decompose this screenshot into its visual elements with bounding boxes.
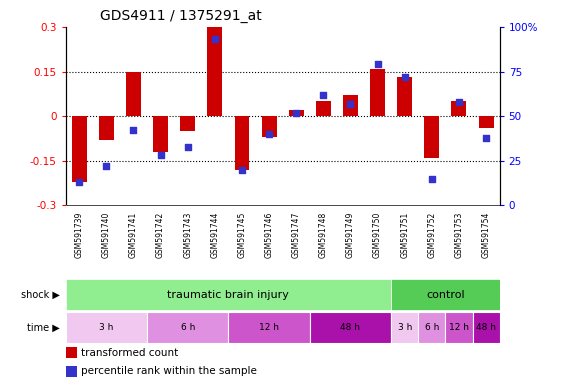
- Text: 6 h: 6 h: [425, 323, 439, 332]
- Bar: [418, 312, 445, 343]
- Text: 3 h: 3 h: [397, 323, 412, 332]
- Point: [129, 127, 138, 134]
- Point: [481, 134, 490, 141]
- Text: GSM591754: GSM591754: [481, 211, 490, 258]
- Bar: [180, 116, 195, 131]
- Text: GSM591739: GSM591739: [75, 211, 84, 258]
- Text: 48 h: 48 h: [340, 323, 360, 332]
- Point: [427, 175, 436, 182]
- Text: GSM591740: GSM591740: [102, 211, 111, 258]
- Point: [292, 109, 301, 116]
- Point: [210, 36, 219, 43]
- Text: percentile rank within the sample: percentile rank within the sample: [81, 366, 257, 376]
- Text: 48 h: 48 h: [476, 323, 496, 332]
- Point: [183, 144, 192, 150]
- Text: GSM591747: GSM591747: [292, 211, 301, 258]
- Bar: [153, 116, 168, 152]
- Bar: [262, 116, 276, 137]
- Text: GSM591745: GSM591745: [238, 211, 247, 258]
- Text: GDS4911 / 1375291_at: GDS4911 / 1375291_at: [100, 9, 262, 23]
- Bar: [72, 116, 87, 182]
- Bar: [99, 116, 114, 140]
- Point: [75, 179, 84, 185]
- Bar: [66, 366, 77, 376]
- Bar: [66, 312, 147, 343]
- Point: [238, 167, 247, 173]
- Point: [102, 163, 111, 169]
- Bar: [147, 312, 228, 343]
- Text: GSM591751: GSM591751: [400, 211, 409, 258]
- Bar: [289, 110, 304, 116]
- Bar: [126, 71, 141, 116]
- Bar: [66, 279, 391, 310]
- Text: 3 h: 3 h: [99, 323, 114, 332]
- Bar: [207, 27, 222, 116]
- Bar: [343, 95, 358, 116]
- Text: GSM591748: GSM591748: [319, 211, 328, 258]
- Bar: [370, 68, 385, 116]
- Text: shock ▶: shock ▶: [21, 290, 60, 300]
- Text: GSM591741: GSM591741: [129, 211, 138, 258]
- Bar: [228, 312, 309, 343]
- Text: GSM591750: GSM591750: [373, 211, 382, 258]
- Text: transformed count: transformed count: [81, 348, 178, 358]
- Point: [455, 99, 464, 105]
- Bar: [397, 78, 412, 116]
- Text: GSM591746: GSM591746: [264, 211, 274, 258]
- Text: GSM591744: GSM591744: [210, 211, 219, 258]
- Bar: [478, 116, 493, 128]
- Point: [346, 101, 355, 107]
- Point: [400, 74, 409, 80]
- Text: traumatic brain injury: traumatic brain injury: [167, 290, 289, 300]
- Bar: [391, 312, 418, 343]
- Text: GSM591749: GSM591749: [346, 211, 355, 258]
- Text: control: control: [426, 290, 465, 300]
- Text: time ▶: time ▶: [27, 322, 60, 333]
- Text: GSM591753: GSM591753: [455, 211, 464, 258]
- Bar: [473, 312, 500, 343]
- Text: GSM591742: GSM591742: [156, 211, 165, 258]
- Bar: [316, 101, 331, 116]
- Text: 12 h: 12 h: [259, 323, 279, 332]
- Text: 12 h: 12 h: [449, 323, 469, 332]
- Point: [319, 92, 328, 98]
- Bar: [424, 116, 439, 158]
- Point: [156, 152, 165, 159]
- Point: [264, 131, 274, 137]
- Point: [373, 61, 382, 68]
- Bar: [309, 312, 391, 343]
- Text: GSM591743: GSM591743: [183, 211, 192, 258]
- Text: GSM591752: GSM591752: [427, 211, 436, 258]
- Bar: [235, 116, 250, 170]
- Bar: [452, 101, 467, 116]
- Bar: [445, 312, 473, 343]
- Bar: [391, 279, 500, 310]
- Text: 6 h: 6 h: [180, 323, 195, 332]
- Bar: [66, 347, 77, 358]
